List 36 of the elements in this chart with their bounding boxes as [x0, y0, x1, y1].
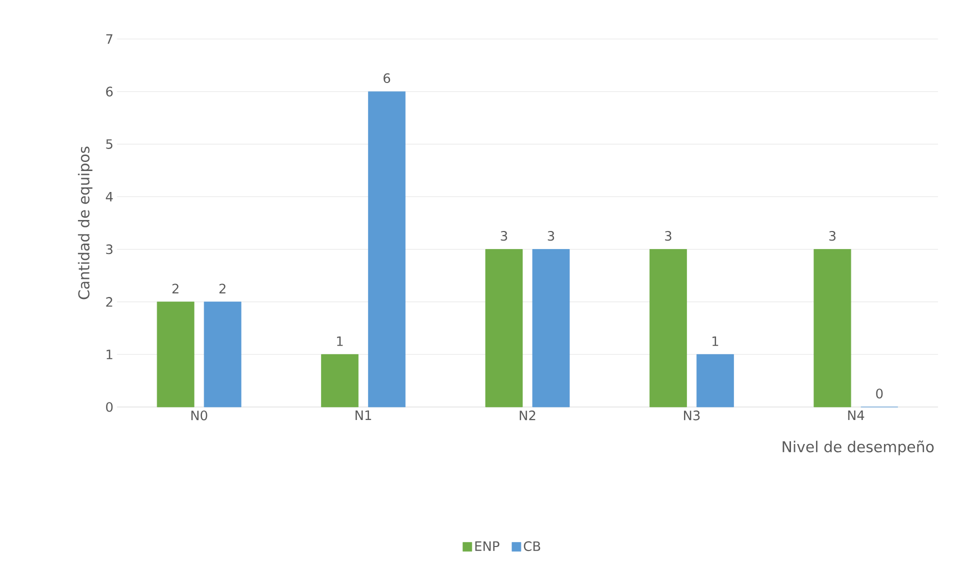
bar [368, 91, 406, 408]
data-label: 1 [712, 336, 718, 346]
bar [156, 302, 194, 408]
bar [696, 354, 734, 408]
x-tick-label: N1 [356, 410, 372, 420]
x-tick-label: N4 [848, 410, 864, 420]
data-label: 2 [219, 284, 226, 294]
x-tick-label: N3 [684, 410, 700, 420]
y-tick-label: 5 [106, 139, 112, 149]
legend-label: ENP [475, 541, 500, 551]
legend-label: CB [524, 541, 540, 552]
data-label: 3 [500, 230, 508, 241]
bar [532, 249, 570, 408]
y-tick-label: 6 [106, 86, 113, 96]
x-axis-title: Nivel de desempeño [782, 440, 934, 456]
bar [204, 302, 242, 408]
data-label: 3 [829, 230, 836, 241]
y-tick-label: 3 [106, 244, 112, 254]
y-tick-label: 7 [106, 34, 112, 44]
bar [321, 354, 358, 408]
y-axis-title: Cantidad de equipos [78, 146, 92, 300]
bar [650, 249, 687, 408]
y-tick-label: 1 [106, 350, 112, 360]
data-label: 2 [172, 284, 178, 294]
data-label: 3 [548, 230, 554, 241]
y-tick-label: 2 [106, 297, 112, 307]
bar [814, 249, 852, 408]
data-label: 6 [384, 73, 390, 84]
bar [485, 249, 523, 408]
y-tick-label: 4 [106, 192, 113, 202]
data-label: 0 [876, 388, 883, 398]
y-tick-label: 0 [106, 402, 113, 412]
x-tick-label: N2 [520, 410, 536, 420]
data-label: 3 [665, 230, 672, 241]
x-tick-label: N0 [191, 410, 208, 420]
data-label: 1 [337, 336, 343, 346]
